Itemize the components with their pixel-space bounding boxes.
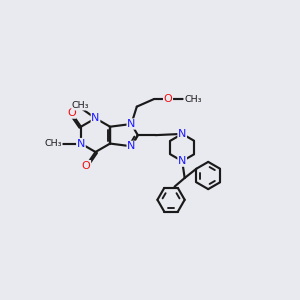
Text: N: N	[178, 129, 186, 139]
Text: O: O	[67, 108, 76, 118]
Text: N: N	[91, 113, 100, 123]
Text: CH₃: CH₃	[44, 139, 62, 148]
Text: CH₃: CH₃	[72, 101, 89, 110]
Text: O: O	[82, 160, 91, 171]
Text: N: N	[77, 139, 85, 148]
Text: N: N	[178, 156, 186, 166]
Text: N: N	[127, 119, 136, 129]
Text: N: N	[127, 141, 136, 151]
Text: CH₃: CH₃	[184, 95, 202, 104]
Text: O: O	[164, 94, 172, 104]
